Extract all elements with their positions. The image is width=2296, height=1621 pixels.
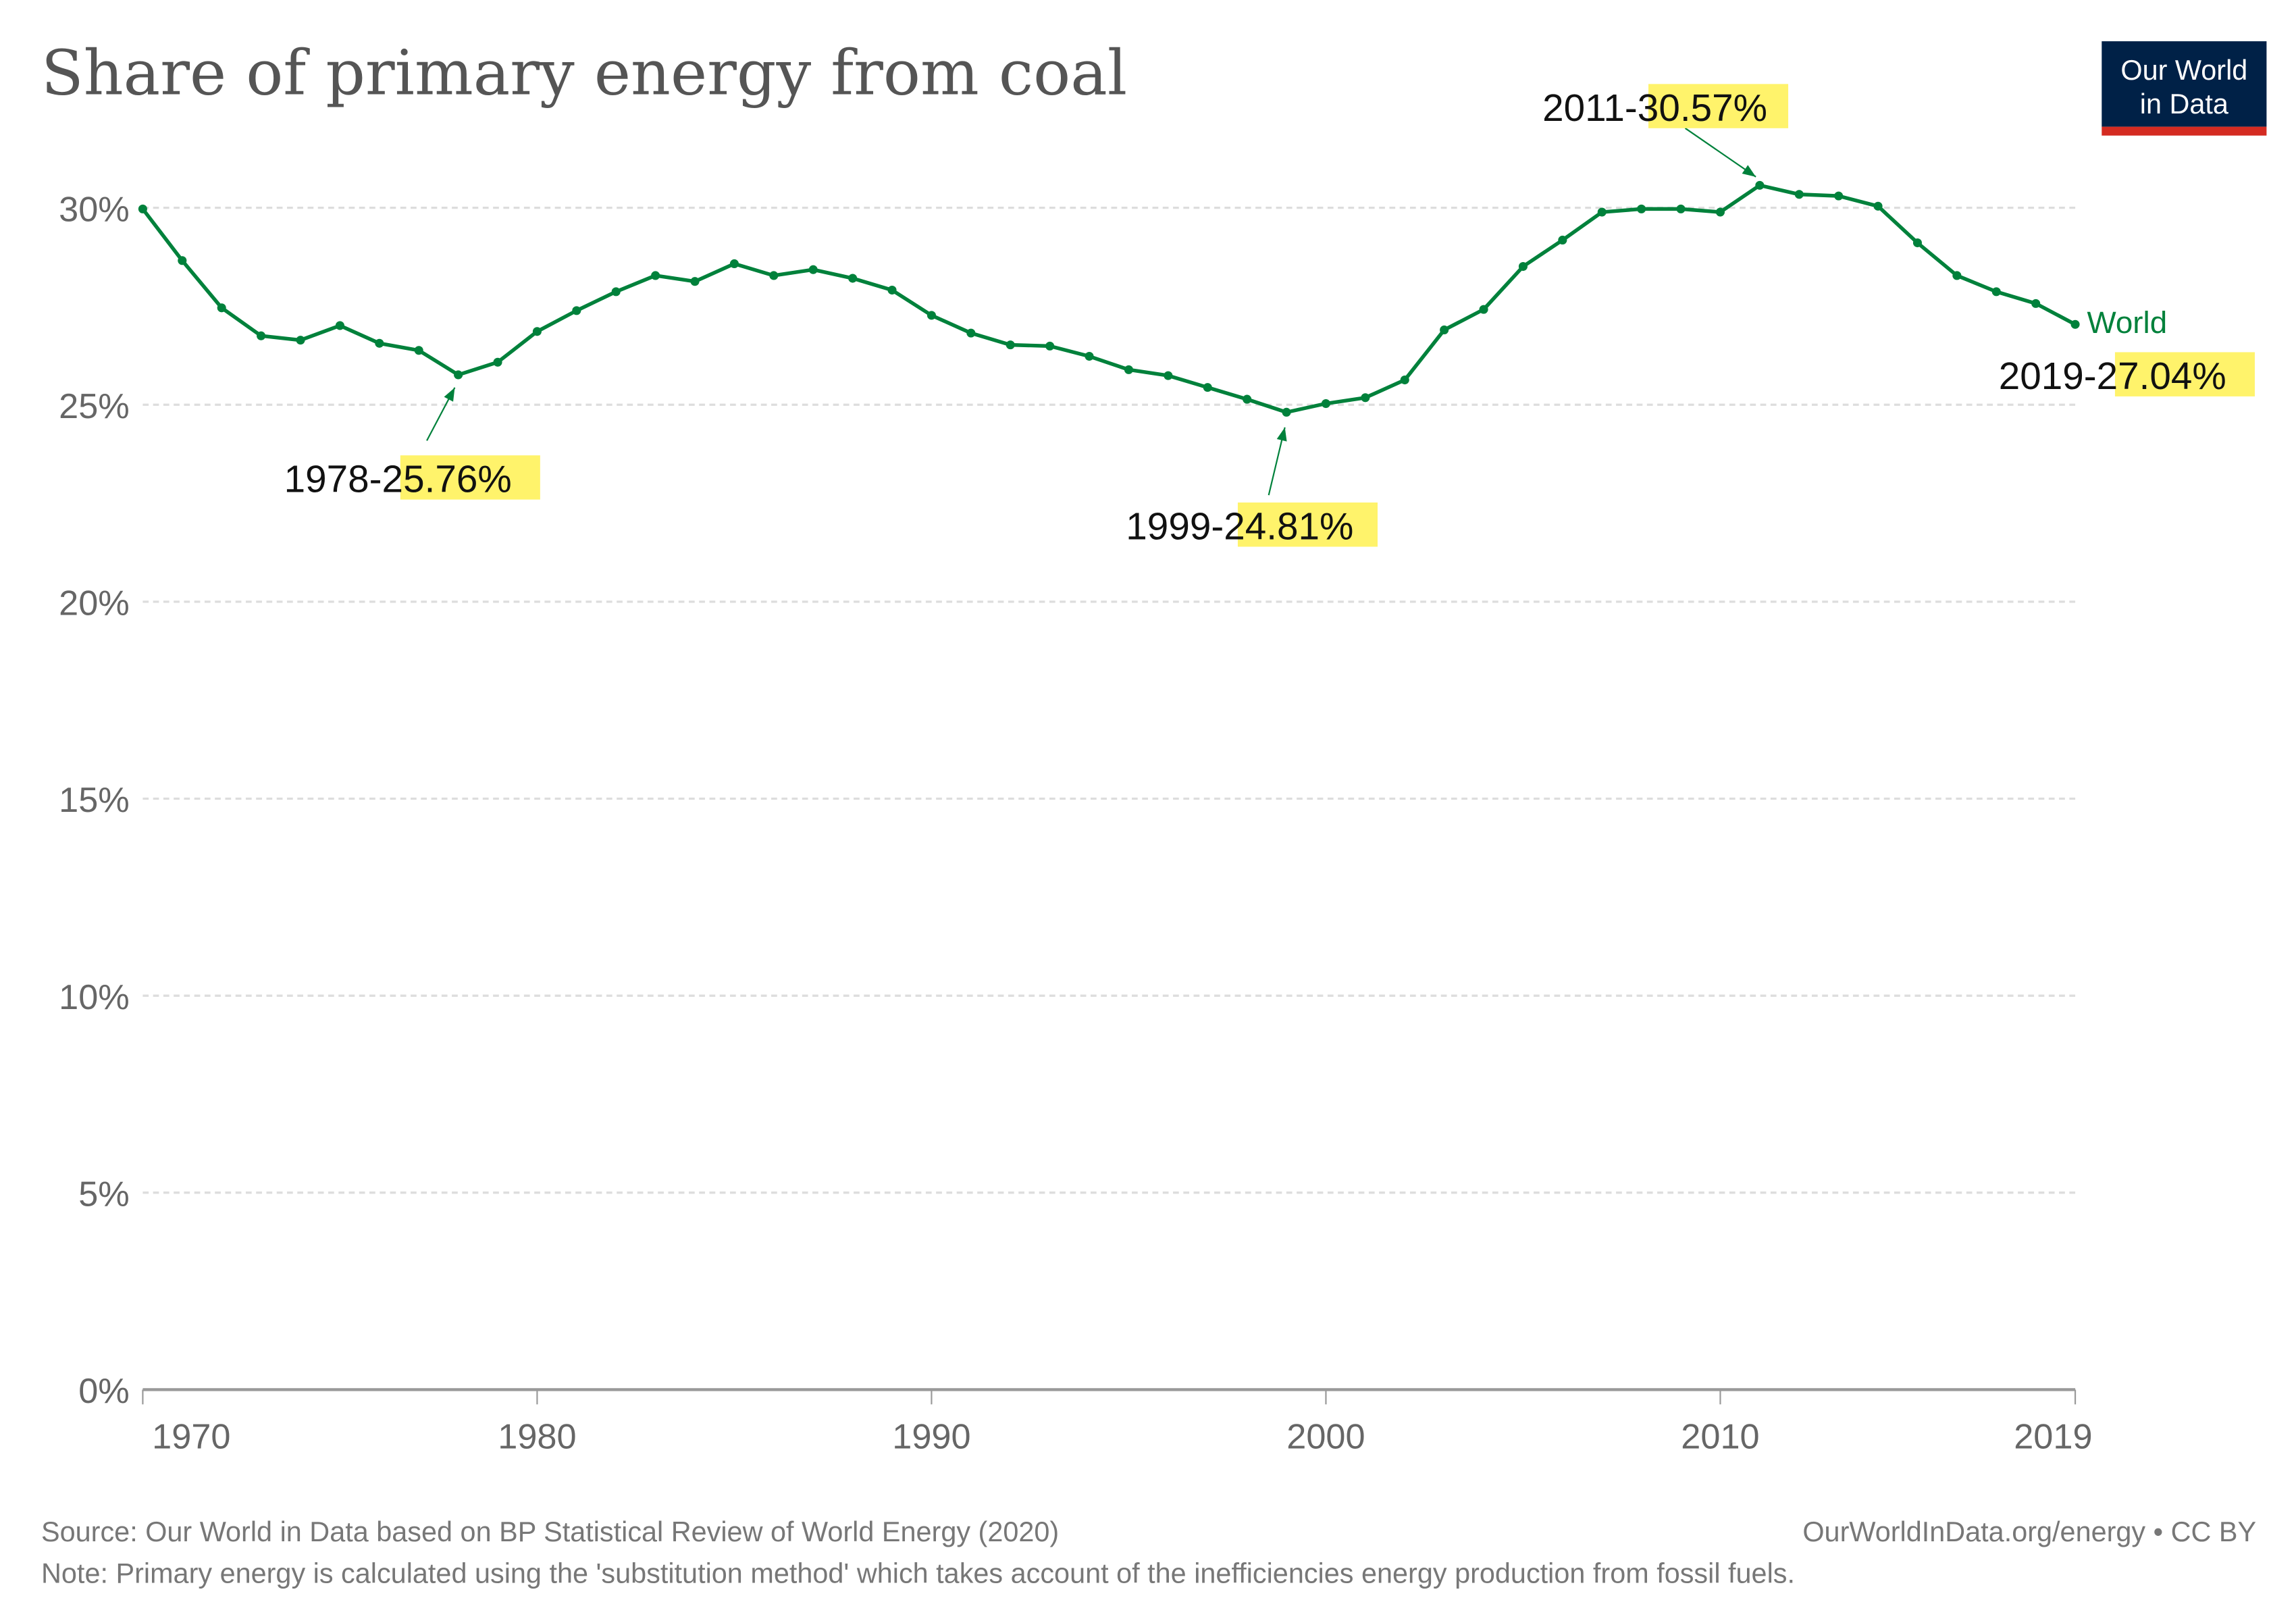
data-point <box>690 277 700 286</box>
owid-logo: Our World in Data <box>2102 41 2267 136</box>
data-point <box>1597 207 1607 217</box>
data-point <box>296 336 305 345</box>
y-tick-label: 25% <box>59 387 130 426</box>
gridlines <box>142 207 2076 1194</box>
x-tick-label: 2019 <box>2014 1418 2092 1457</box>
data-point <box>1558 235 1567 245</box>
logo-line2: in Data <box>2140 88 2229 120</box>
data-point <box>572 306 581 315</box>
data-point <box>1873 201 1883 211</box>
annotation-2011: 2011-30.57% <box>1542 84 1789 130</box>
logo-background <box>2102 41 2267 127</box>
data-point <box>2070 319 2080 329</box>
data-point <box>493 357 502 367</box>
arrowhead-icon <box>1276 427 1287 442</box>
data-point <box>887 285 897 295</box>
chart-title: Share of primary energy from coal <box>41 37 1127 109</box>
license-link[interactable]: OurWorldInData.org/energy • CC BY <box>1802 1516 2256 1547</box>
annotation-highlight <box>1648 84 1789 128</box>
annotation-year: 1999-24.81% <box>1126 506 1353 548</box>
y-tick-label: 15% <box>59 781 130 820</box>
x-tick-label: 1980 <box>498 1418 576 1457</box>
data-point <box>1361 393 1370 403</box>
data-point <box>217 303 226 313</box>
annotation-highlight <box>2114 352 2255 396</box>
data-point <box>1124 365 1133 374</box>
data-point <box>178 256 187 265</box>
plot-area <box>138 180 2080 417</box>
arrowhead-icon <box>444 387 455 402</box>
data-point <box>1440 325 1449 334</box>
data-point <box>1637 204 1646 213</box>
data-point <box>1203 383 1212 392</box>
annotation-1978: 1978-25.76% <box>284 455 540 501</box>
note-text: Note: Primary energy is calculated using… <box>41 1557 1795 1589</box>
data-point <box>808 265 818 274</box>
y-tick-label: 30% <box>59 190 130 229</box>
annotation-year: 1978-25.76% <box>284 459 512 501</box>
data-point <box>1282 407 1291 417</box>
data-point <box>1952 271 1962 280</box>
arrowhead-icon <box>1742 165 1756 177</box>
data-point <box>611 287 621 297</box>
data-point <box>335 321 344 330</box>
data-point <box>2031 299 2041 308</box>
data-point <box>729 259 739 269</box>
annotation-arrows <box>426 127 1756 496</box>
annotation-2019: 2019-27.04% <box>1999 352 2255 398</box>
x-tick-label: 1970 <box>152 1418 230 1457</box>
logo-line1: Our World <box>2120 54 2247 86</box>
data-point <box>532 327 542 336</box>
data-point <box>1045 341 1055 351</box>
data-point <box>1991 287 2001 297</box>
data-point <box>769 271 779 280</box>
data-point <box>651 271 660 280</box>
data-point <box>927 311 936 320</box>
annotation-year: 2011-30.57% <box>1542 87 1767 130</box>
data-point <box>1321 398 1330 409</box>
y-tick-label: 5% <box>78 1175 130 1214</box>
data-point <box>1243 394 1252 404</box>
logo-stripe <box>2102 126 2267 136</box>
data-point <box>966 328 976 338</box>
x-tick-label: 1990 <box>892 1418 970 1457</box>
data-point <box>1715 207 1725 217</box>
data-point <box>257 331 266 340</box>
data-point <box>138 204 147 213</box>
x-tick-label: 2010 <box>1681 1418 1759 1457</box>
data-point <box>1676 204 1686 213</box>
data-point <box>1479 305 1488 314</box>
source-text: Source: Our World in Data based on BP St… <box>41 1516 1059 1547</box>
data-point <box>1006 340 1015 350</box>
annotation-highlight <box>1237 503 1378 547</box>
y-tick-label: 20% <box>59 584 130 623</box>
data-point <box>1400 375 1409 385</box>
y-tick-label: 0% <box>78 1372 130 1411</box>
data-point <box>1518 261 1528 272</box>
y-tick-label: 10% <box>59 978 130 1017</box>
data-point <box>1085 351 1094 361</box>
data-point <box>1912 238 1923 248</box>
data-point <box>1755 180 1765 190</box>
data-point <box>1164 371 1173 380</box>
y-axis: 0% 5% 10% 15% 20% 25% 30% <box>59 190 130 1411</box>
annotation-1999: 1999-24.81% <box>1126 503 1378 548</box>
annotation-highlight <box>400 455 540 500</box>
annotation-arrow-line <box>1684 127 1756 178</box>
x-axis: 1970 1980 1990 2000 2010 2019 <box>142 1388 2093 1457</box>
data-point <box>375 338 384 348</box>
data-point <box>414 346 423 355</box>
annotation-year: 2019-27.04% <box>1999 355 2226 398</box>
data-point <box>848 274 858 283</box>
x-tick-label: 2000 <box>1286 1418 1365 1457</box>
data-point <box>454 370 463 380</box>
series-label-world: World <box>2087 305 2168 340</box>
data-point <box>1794 190 1804 199</box>
data-point <box>1834 191 1844 201</box>
series-line-world <box>141 183 2077 415</box>
